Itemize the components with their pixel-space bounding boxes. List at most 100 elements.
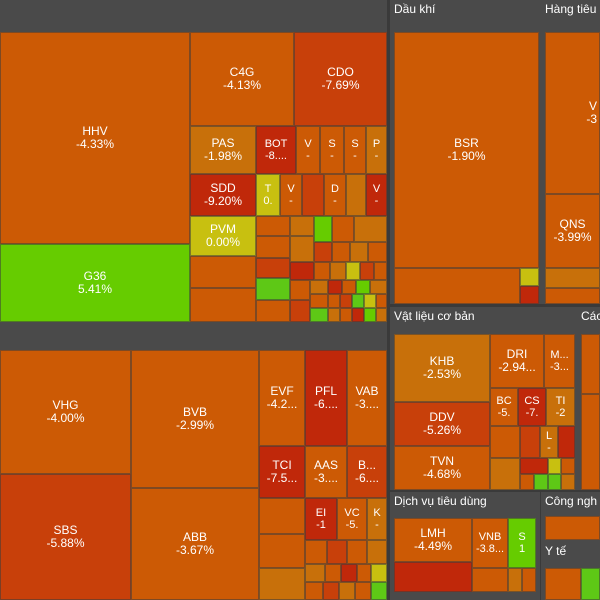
tile-blank-bd[interactable] (305, 540, 327, 564)
tile-tci[interactable]: TCI -7.5... (259, 446, 305, 498)
tile-khb[interactable]: KHB -2.53% (394, 334, 490, 402)
tile-blank-an[interactable] (340, 308, 352, 322)
tile-blank-s[interactable] (290, 262, 314, 280)
tile-blank-gb[interactable] (472, 568, 508, 592)
tile-blank-v[interactable] (346, 262, 360, 280)
tile-blank-ap[interactable] (364, 308, 376, 322)
tile-ddv[interactable]: DDV -5.26% (394, 402, 490, 446)
tile-blank-bi[interactable] (325, 564, 341, 582)
tile-hhv[interactable]: HHV -4.33% (0, 32, 190, 244)
tile-blank-p[interactable] (332, 242, 350, 262)
tile-blank-ej[interactable] (548, 474, 561, 490)
tile-v4[interactable]: V -3 (545, 32, 600, 194)
tile-blank-cb[interactable] (520, 268, 539, 286)
tile-ti[interactable]: TI -2 (546, 388, 575, 426)
tile-blank-ec[interactable] (558, 426, 575, 458)
tile-blank-b[interactable] (346, 174, 366, 216)
tile-blank-d[interactable] (190, 288, 256, 322)
tile-blank-aa[interactable] (310, 280, 328, 294)
tile-blank-ba[interactable] (259, 498, 305, 534)
tile-tvn[interactable]: TVN -4.68% (394, 446, 490, 490)
tile-l1[interactable]: L - (540, 426, 558, 458)
tile-blank-x[interactable] (374, 262, 387, 280)
tile-blank-ei[interactable] (561, 458, 575, 474)
tile-blank-bm[interactable] (305, 582, 323, 600)
tile-vnb[interactable]: VNB -3.8... (472, 518, 508, 568)
tile-blank-bo[interactable] (339, 582, 355, 600)
tile-pfl[interactable]: PFL -6.... (305, 350, 347, 446)
tile-blank-h[interactable] (332, 216, 354, 242)
tile-blank-ca[interactable] (394, 268, 520, 304)
tile-blank-ak[interactable] (364, 294, 376, 308)
tile-blank-gc[interactable] (508, 568, 522, 592)
tile-blank-g[interactable] (314, 216, 332, 242)
tile-blank-aj[interactable] (352, 294, 364, 308)
tile-blank-y[interactable] (290, 280, 310, 300)
tile-blank-db[interactable] (545, 288, 600, 304)
tile-bsr[interactable]: BSR -1.90% (394, 32, 539, 268)
tile-s2[interactable]: S - (344, 126, 366, 174)
tile-blank-ee[interactable] (520, 458, 548, 474)
tile-d1[interactable]: D - (324, 174, 346, 216)
tile-blank-ia[interactable] (545, 568, 581, 600)
tile-v3[interactable]: V - (366, 174, 387, 216)
tile-c4g[interactable]: C4G -4.13% (190, 32, 294, 126)
tile-blank-k[interactable] (256, 258, 290, 278)
tile-blank-bk[interactable] (357, 564, 371, 582)
tile-blank-da[interactable] (545, 268, 600, 288)
tile-blank-al[interactable] (376, 294, 387, 308)
tile-blank-eb[interactable] (520, 426, 540, 458)
tile-blank-eh[interactable] (548, 458, 561, 474)
tile-blank-fa[interactable] (581, 334, 600, 394)
tile-blank-u[interactable] (330, 262, 346, 280)
tile-blank-r[interactable] (368, 242, 387, 262)
tile-abb[interactable]: ABB -3.67% (131, 488, 259, 600)
tile-blank-ae[interactable] (342, 280, 356, 294)
tile-blank-bj[interactable] (341, 564, 357, 582)
tile-bot[interactable]: BOT -8.... (256, 126, 296, 174)
tile-blank-n[interactable] (290, 236, 314, 262)
tile-dri[interactable]: DRI -2.94... (490, 334, 544, 388)
tile-s3[interactable]: S 1 (508, 518, 536, 568)
tile-blank-t[interactable] (314, 262, 330, 280)
tile-blank-j[interactable] (256, 236, 290, 258)
tile-v2[interactable]: V - (280, 174, 302, 216)
tile-blank-be[interactable] (327, 540, 347, 564)
tile-vab[interactable]: VAB -3.... (347, 350, 387, 446)
tile-s1[interactable]: S - (320, 126, 344, 174)
tile-pvm[interactable]: PVM 0.00% (190, 216, 256, 256)
tile-blank-m[interactable] (256, 300, 290, 322)
tile-blank-ek[interactable] (561, 474, 575, 490)
tile-blank-q[interactable] (350, 242, 368, 262)
tile-ei[interactable]: EI -1 (305, 498, 337, 540)
tile-blank-aq[interactable] (376, 308, 387, 322)
tile-blank-c[interactable] (190, 256, 256, 288)
tile-vhg[interactable]: VHG -4.00% (0, 350, 131, 474)
tile-blank-ab[interactable] (310, 294, 328, 308)
tile-bc[interactable]: BC -5. (490, 388, 518, 426)
tile-blank-ad[interactable] (328, 280, 342, 294)
tile-blank-l[interactable] (256, 278, 290, 300)
tile-blank-bl[interactable] (371, 564, 387, 582)
tile-blank-fb[interactable] (581, 394, 600, 490)
tile-blank-ef[interactable] (520, 474, 534, 490)
tile-blank-ag[interactable] (370, 280, 387, 294)
tile-vc[interactable]: VC -5. (337, 498, 367, 540)
tile-blank-cc[interactable] (520, 286, 539, 304)
tile-lmh[interactable]: LMH -4.49% (394, 518, 472, 562)
tile-pas[interactable]: PAS -1.98% (190, 126, 256, 174)
tile-cdo[interactable]: CDO -7.69% (294, 32, 387, 126)
tile-blank-am[interactable] (328, 308, 340, 322)
tile-blank-bg[interactable] (367, 540, 387, 564)
tile-bvb[interactable]: BVB -2.99% (131, 350, 259, 488)
tile-blank-z[interactable] (290, 300, 310, 322)
tile-blank-ha[interactable] (545, 516, 600, 540)
tile-b1[interactable]: B... -6.... (347, 446, 387, 498)
tile-blank-ai[interactable] (340, 294, 352, 308)
tile-blank-w[interactable] (360, 262, 374, 280)
tile-qns[interactable]: QNS -3.99% (545, 194, 600, 268)
tile-blank-gd[interactable] (522, 568, 536, 592)
tile-blank-a[interactable] (302, 174, 324, 216)
tile-blank-bc[interactable] (259, 568, 305, 600)
tile-cs[interactable]: CS -7. (518, 388, 546, 426)
